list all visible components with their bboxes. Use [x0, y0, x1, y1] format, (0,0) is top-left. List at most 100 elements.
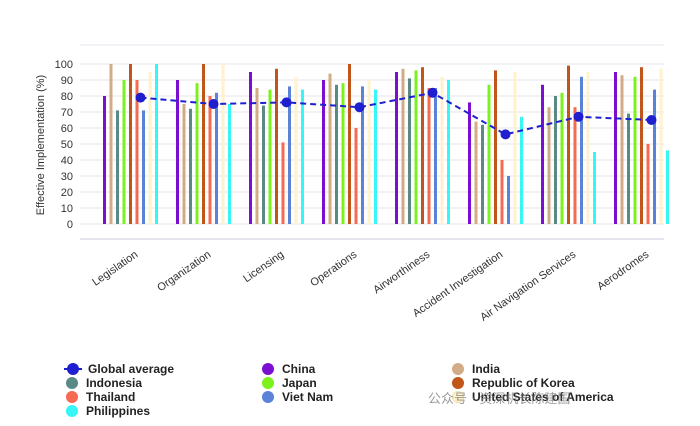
bar — [135, 80, 139, 224]
bar — [129, 64, 132, 224]
legend-label: Republic of Korea — [472, 376, 575, 390]
y-axis: 0 10 20 30 40 50 60 70 80 90 100 — [55, 59, 73, 231]
legend-item-philippines: Philippines — [66, 404, 150, 418]
legend-label: Thailand — [86, 390, 136, 404]
bar — [554, 96, 557, 224]
legend-label: Indonesia — [86, 376, 143, 390]
bar — [580, 76, 583, 224]
y-tick-label: 10 — [61, 203, 73, 215]
bar — [328, 73, 332, 224]
bar — [262, 105, 265, 224]
global-average-point — [427, 87, 438, 98]
legend-item-indonesia: Indonesia — [66, 376, 142, 390]
bar — [275, 68, 278, 224]
legend-label: United States of America — [472, 390, 614, 404]
bar — [367, 80, 371, 224]
y-tick-label: 90 — [61, 75, 73, 87]
legend-swatch — [452, 377, 464, 389]
bars — [103, 64, 669, 225]
bar — [560, 92, 564, 224]
global-average-point — [646, 115, 657, 125]
legend-label: Global average — [88, 362, 175, 376]
bar — [513, 72, 517, 224]
legend-item-japan: Japan — [262, 376, 317, 390]
x-tick-label: Operations — [308, 248, 359, 289]
bar — [268, 89, 272, 224]
bar — [567, 65, 570, 224]
legend-label: Japan — [282, 376, 317, 390]
y-tick-label: 70 — [61, 107, 73, 119]
legend-line-marker — [64, 363, 82, 375]
legend-item-republic-of-korea: Republic of Korea — [452, 376, 575, 390]
bar — [421, 67, 424, 224]
legend: Global average China India Indonesia Jap… — [60, 360, 700, 422]
bar — [440, 76, 444, 224]
legend-swatch — [66, 391, 78, 403]
bar — [348, 64, 351, 224]
bar — [374, 89, 377, 224]
bar — [507, 176, 510, 224]
bar — [408, 78, 411, 225]
bar — [176, 80, 179, 224]
bar — [474, 121, 478, 224]
bar — [487, 84, 491, 224]
bar — [155, 64, 158, 224]
bar — [520, 116, 523, 224]
bar — [481, 124, 484, 224]
bar — [288, 86, 291, 225]
legend-item-india: India — [452, 362, 500, 376]
y-tick-label: 0 — [67, 219, 73, 231]
y-tick-label: 80 — [61, 91, 73, 103]
bar — [294, 76, 298, 224]
legend-label: India — [472, 362, 501, 376]
bar — [468, 102, 471, 224]
y-tick-label: 50 — [61, 139, 73, 151]
bar — [427, 88, 431, 224]
bar — [255, 88, 259, 224]
legend-swatch — [452, 391, 464, 403]
bar — [666, 150, 669, 224]
x-tick-label: Aerodromes — [595, 248, 651, 292]
bar — [189, 108, 192, 224]
bar — [322, 80, 325, 224]
bar — [182, 104, 186, 224]
bar — [361, 86, 364, 225]
bar — [281, 142, 285, 224]
bar — [354, 128, 358, 224]
bar — [116, 110, 119, 224]
x-tick-label: Licensing — [241, 249, 286, 285]
bar — [573, 107, 577, 224]
legend-item-china: China — [262, 362, 315, 376]
bar — [494, 70, 497, 225]
bar — [109, 64, 113, 224]
bar — [195, 83, 199, 224]
bar — [103, 96, 106, 224]
bar — [221, 64, 225, 224]
legend-item-global-average: Global average — [64, 362, 174, 376]
x-axis: Legislation Organization Licensing Operatio… — [90, 248, 651, 323]
global-average-point — [573, 111, 584, 122]
bar — [653, 89, 656, 224]
legend-label: China — [282, 362, 316, 376]
chart: 0 10 20 30 40 50 60 70 80 90 100 Effective Impleme… — [35, 44, 669, 324]
y-tick-label: 100 — [55, 59, 73, 71]
legend-item-united-states: United States of America — [452, 390, 614, 404]
legend-swatch — [262, 391, 274, 403]
bar — [208, 96, 212, 224]
bar — [228, 104, 231, 224]
y-axis-title: Effective Implementation (%) — [35, 75, 47, 215]
bar — [202, 64, 205, 224]
legend-item-thailand: Thailand — [66, 390, 135, 404]
x-tick-label: Airworthiness — [371, 248, 432, 296]
bar — [401, 68, 405, 224]
bar — [395, 72, 398, 224]
legend-swatch — [262, 363, 274, 375]
bar — [646, 144, 650, 224]
bar — [614, 72, 617, 224]
bar — [249, 72, 252, 224]
bar — [414, 70, 418, 225]
global-average-point — [135, 92, 146, 103]
legend-item-viet-nam: Viet Nam — [262, 390, 333, 404]
bar — [640, 67, 643, 224]
legend-swatch — [66, 377, 78, 389]
